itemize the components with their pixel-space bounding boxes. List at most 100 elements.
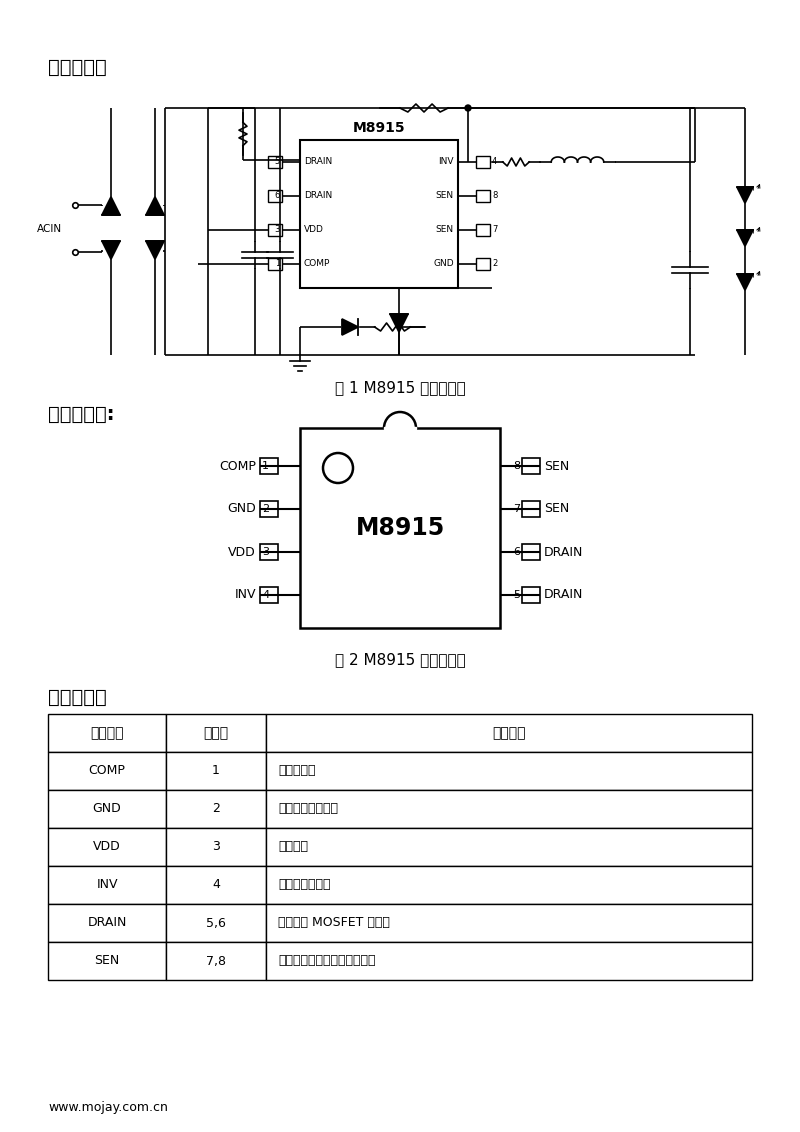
Polygon shape: [390, 314, 408, 332]
Polygon shape: [102, 241, 120, 259]
Text: 6: 6: [513, 547, 520, 557]
Bar: [266, 904, 752, 942]
Polygon shape: [342, 319, 358, 335]
Text: 管脚描述: 管脚描述: [492, 726, 526, 740]
Text: 7: 7: [513, 504, 520, 514]
Bar: [266, 714, 752, 752]
Text: 1: 1: [262, 461, 269, 471]
Bar: [48, 827, 166, 866]
Text: 反馈信号采样端: 反馈信号采样端: [278, 878, 330, 892]
Bar: [166, 714, 266, 752]
Text: COMP: COMP: [89, 764, 126, 778]
Bar: [522, 544, 540, 560]
Bar: [48, 752, 166, 790]
Polygon shape: [102, 197, 120, 215]
Bar: [48, 866, 166, 904]
Text: COMP: COMP: [304, 259, 330, 268]
Text: GND: GND: [227, 503, 256, 515]
Text: 5: 5: [274, 157, 280, 166]
Bar: [476, 258, 490, 271]
Polygon shape: [737, 230, 753, 246]
Text: 4: 4: [492, 157, 498, 166]
Bar: [268, 156, 282, 168]
Text: VDD: VDD: [304, 225, 324, 234]
Text: 8: 8: [492, 191, 498, 200]
Text: 2: 2: [262, 504, 269, 514]
Bar: [166, 942, 266, 980]
Text: DRAIN: DRAIN: [544, 546, 583, 558]
Bar: [522, 588, 540, 603]
Text: 2: 2: [212, 803, 220, 815]
Bar: [300, 428, 500, 628]
Text: INV: INV: [96, 878, 118, 892]
Bar: [268, 190, 282, 201]
Text: 7,8: 7,8: [206, 954, 226, 968]
Text: GND: GND: [434, 259, 454, 268]
Text: 7: 7: [492, 225, 498, 234]
Bar: [266, 866, 752, 904]
Bar: [266, 790, 752, 827]
Text: 环路补偿点: 环路补偿点: [278, 764, 315, 778]
Polygon shape: [146, 241, 164, 259]
Text: SEN: SEN: [544, 460, 570, 472]
Bar: [166, 904, 266, 942]
Text: INV: INV: [438, 157, 454, 166]
Text: 电流采样端，接采样电阻到地: 电流采样端，接采样电阻到地: [278, 954, 375, 968]
Text: 管脚名称: 管脚名称: [90, 726, 124, 740]
Text: 1: 1: [274, 259, 280, 268]
Bar: [268, 224, 282, 235]
Text: 内部高压 MOSFET 的漏极: 内部高压 MOSFET 的漏极: [278, 917, 390, 929]
Bar: [166, 790, 266, 827]
Polygon shape: [737, 187, 753, 203]
Text: 3: 3: [212, 840, 220, 854]
Text: COMP: COMP: [219, 460, 256, 472]
Bar: [166, 866, 266, 904]
Text: 图 1 M8915 典型应用图: 图 1 M8915 典型应用图: [334, 380, 466, 395]
Text: 6: 6: [274, 191, 280, 200]
Text: www.mojay.com.cn: www.mojay.com.cn: [48, 1101, 168, 1115]
Bar: [266, 827, 752, 866]
Bar: [260, 588, 278, 603]
Text: 4: 4: [212, 878, 220, 892]
Text: 芯片供电: 芯片供电: [278, 840, 308, 854]
Text: 管脚排列图:: 管脚排列图:: [48, 405, 114, 424]
Bar: [266, 942, 752, 980]
Text: ACIN: ACIN: [37, 223, 62, 233]
Bar: [266, 752, 752, 790]
Text: SEN: SEN: [436, 191, 454, 200]
Circle shape: [465, 105, 471, 111]
Text: 管脚号: 管脚号: [203, 726, 229, 740]
Text: DRAIN: DRAIN: [304, 157, 332, 166]
Polygon shape: [146, 197, 164, 215]
Bar: [476, 156, 490, 168]
Text: 8: 8: [513, 461, 520, 471]
Text: 4: 4: [262, 590, 269, 600]
Bar: [522, 501, 540, 517]
Bar: [260, 544, 278, 560]
Text: VDD: VDD: [93, 840, 121, 854]
Text: 芯片信号和功率地: 芯片信号和功率地: [278, 803, 338, 815]
Bar: [476, 224, 490, 235]
Polygon shape: [737, 274, 753, 290]
Bar: [48, 714, 166, 752]
Bar: [166, 827, 266, 866]
Text: DRAIN: DRAIN: [87, 917, 126, 929]
Bar: [384, 427, 416, 429]
Text: 图 2 M8915 管脚排列图: 图 2 M8915 管脚排列图: [334, 652, 466, 668]
Text: SEN: SEN: [544, 503, 570, 515]
Text: 5,6: 5,6: [206, 917, 226, 929]
Bar: [268, 258, 282, 271]
Bar: [48, 790, 166, 827]
Text: 2: 2: [492, 259, 498, 268]
Text: DRAIN: DRAIN: [304, 191, 332, 200]
Bar: [260, 501, 278, 517]
Bar: [300, 140, 458, 288]
Text: GND: GND: [93, 803, 122, 815]
Bar: [48, 942, 166, 980]
Text: 3: 3: [274, 225, 280, 234]
Text: SEN: SEN: [94, 954, 120, 968]
Bar: [476, 190, 490, 201]
Text: 典型应用：: 典型应用：: [48, 58, 106, 77]
Text: VDD: VDD: [228, 546, 256, 558]
Bar: [48, 904, 166, 942]
